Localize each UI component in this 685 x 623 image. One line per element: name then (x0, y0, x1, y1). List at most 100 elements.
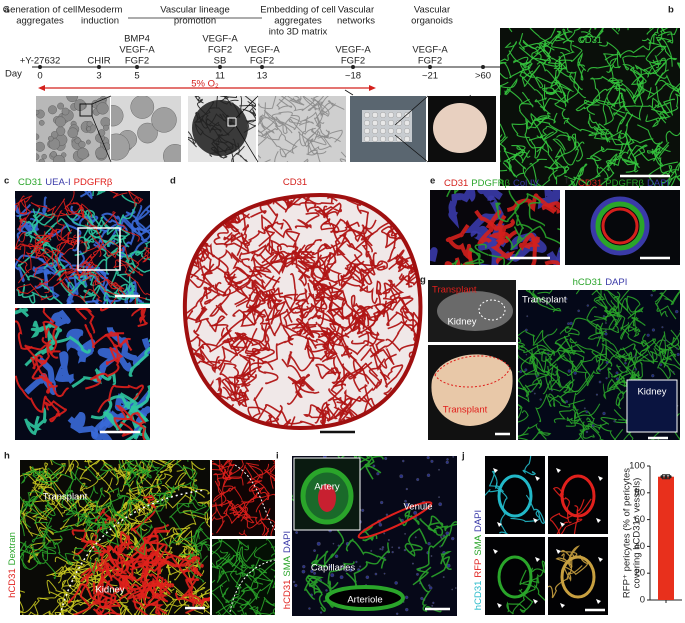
cell (96, 102, 109, 115)
cell (294, 583, 298, 588)
stain-label: CD31 PDGFRβ DAPI (578, 178, 669, 189)
cell (334, 554, 339, 559)
cell (519, 370, 523, 374)
vessel (38, 375, 70, 398)
cell (583, 407, 586, 410)
vessel (20, 600, 37, 614)
vessel (20, 469, 45, 484)
cell (301, 569, 306, 574)
cell (387, 539, 390, 542)
stain-name: CD31 (578, 178, 602, 189)
vessel (589, 145, 624, 162)
vessel (235, 142, 248, 162)
cell (55, 116, 66, 128)
vessel (269, 250, 310, 267)
cell (567, 322, 570, 326)
cell (565, 400, 569, 404)
day-dot (260, 65, 264, 69)
well (404, 119, 411, 126)
vessel (599, 33, 658, 58)
vessel (506, 569, 536, 615)
vessel (503, 147, 531, 172)
vessel (518, 329, 536, 349)
vessel (535, 393, 567, 423)
vessel (126, 490, 162, 518)
factor: SB (214, 56, 227, 67)
micrograph-content (590, 196, 650, 256)
cell (613, 420, 616, 423)
organoid-outline (182, 192, 423, 431)
panel-letter: h (4, 451, 10, 462)
vessel (646, 79, 680, 101)
vessel (171, 539, 208, 559)
cell (604, 329, 607, 332)
stain-name: DAPI (282, 531, 293, 553)
vessel (564, 175, 589, 186)
cell (36, 141, 45, 152)
well (372, 135, 379, 142)
cell (103, 124, 109, 131)
vessel-ring (601, 207, 639, 245)
vessel (103, 392, 138, 431)
cell (446, 458, 449, 461)
vessel (573, 405, 595, 439)
vessel (281, 96, 315, 112)
vessel (522, 576, 545, 601)
vessel (555, 553, 573, 573)
arteriole (325, 585, 405, 611)
vessel (556, 354, 579, 393)
vessel (213, 389, 248, 408)
vessel (444, 248, 475, 265)
vessel (350, 422, 385, 428)
micrograph-content (437, 291, 513, 331)
vessel (250, 567, 274, 600)
vessel (50, 481, 73, 512)
vessel (109, 191, 128, 199)
micrograph-content (111, 96, 181, 162)
kidney-photo (431, 354, 513, 426)
vessel (73, 572, 96, 615)
arrowhead (535, 557, 540, 562)
micrograph-content (549, 468, 603, 534)
vessel (190, 248, 233, 279)
vessel (258, 200, 279, 247)
factor: BMP4 (124, 34, 150, 45)
cell (383, 572, 386, 575)
vessel (144, 545, 177, 568)
cell (591, 424, 595, 427)
vessel (588, 423, 624, 440)
vessel (81, 240, 124, 271)
stain-name: Col IV (513, 178, 540, 189)
vessel (212, 580, 228, 593)
vessel (181, 479, 210, 495)
vessel (229, 195, 258, 207)
cell (432, 601, 435, 604)
vessel (98, 531, 131, 557)
vessel (658, 347, 680, 370)
vessel (95, 517, 109, 536)
vessel (423, 216, 431, 232)
stain-name: RFP (473, 559, 484, 578)
cell (404, 502, 409, 507)
vessel (131, 308, 148, 328)
vessel (238, 157, 263, 191)
day: ~18 (345, 71, 361, 82)
vessel (252, 256, 280, 284)
vessel (281, 358, 315, 392)
vessel (511, 118, 544, 149)
stain-name: PDGFRβ (74, 177, 113, 188)
cell (403, 548, 407, 552)
cell (310, 569, 314, 574)
cell (67, 127, 79, 139)
organoid-vessels (184, 157, 431, 428)
well (380, 135, 387, 142)
vessel (84, 460, 115, 493)
vessel (234, 564, 263, 596)
stain-label: CD31 UEA-I PDGFRβ (18, 177, 113, 188)
vessel (593, 28, 620, 43)
vessel (20, 496, 38, 513)
vessel (136, 578, 172, 599)
vessel (552, 138, 584, 162)
vessel (277, 195, 303, 207)
cell (36, 109, 40, 115)
